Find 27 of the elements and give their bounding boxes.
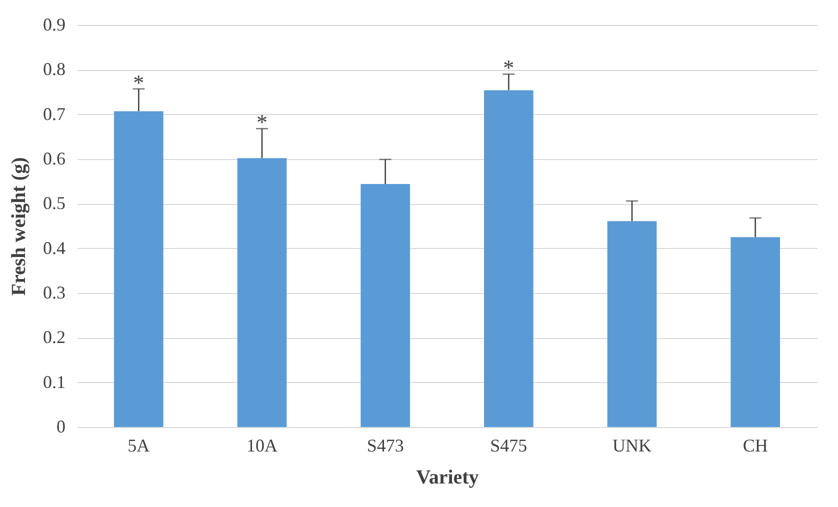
y-tick-label: 0.3 (43, 282, 66, 302)
data-label: * (503, 55, 514, 80)
x-tick-label: S473 (366, 436, 404, 456)
bar (237, 158, 287, 427)
y-axis-title: Fresh weight (g) (8, 157, 30, 296)
y-tick-label: 0.5 (43, 193, 66, 214)
bar (484, 90, 534, 427)
y-tick-label: 0.2 (43, 327, 66, 348)
y-tick-label: 0.1 (43, 372, 66, 392)
x-axis-title: Variety (416, 466, 479, 488)
x-tick-label: UNK (612, 436, 652, 456)
y-tick-label: 0.9 (43, 14, 66, 34)
bar (360, 184, 410, 427)
data-label: * (133, 70, 144, 95)
bar (607, 221, 657, 427)
y-tick-label: 0.4 (43, 238, 66, 258)
x-tick-label: 10A (246, 436, 278, 456)
x-tick-label: 5A (128, 436, 150, 456)
data-label: * (256, 110, 268, 135)
bar (114, 111, 164, 427)
bar (730, 237, 780, 427)
y-tick-label: 0.8 (43, 59, 66, 80)
y-tick-label: 0.6 (43, 148, 66, 168)
x-tick-label: CH (742, 436, 768, 456)
y-tick-label: 0.7 (43, 104, 66, 124)
y-tick-label: 0 (56, 416, 66, 436)
x-tick-label: S475 (490, 436, 528, 456)
